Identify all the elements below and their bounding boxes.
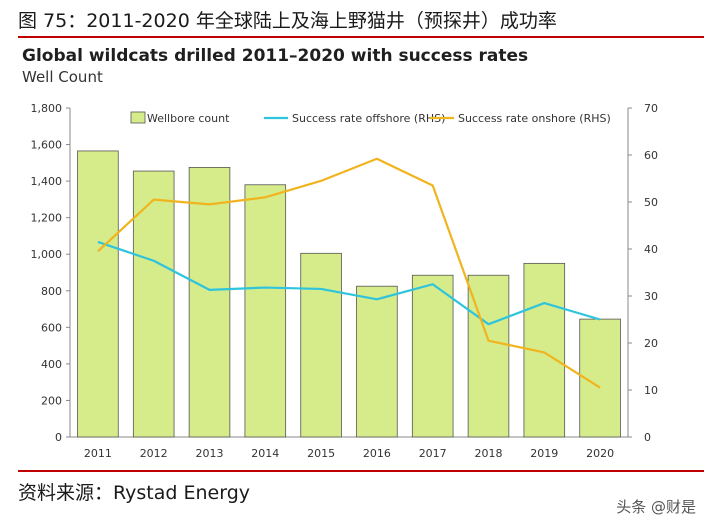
x-tick-label: 2015 (307, 447, 335, 460)
x-tick-label: 2017 (419, 447, 447, 460)
x-tick-label: 2012 (140, 447, 168, 460)
x-tick-label: 2016 (363, 447, 391, 460)
x-tick-label: 2011 (84, 447, 112, 460)
y-tick-label-left: 0 (55, 431, 62, 444)
y-tick-label-left: 200 (41, 394, 62, 407)
y-tick-label-right: 60 (644, 149, 658, 162)
bottom-rule (18, 470, 704, 472)
y-tick-label-left: 1,000 (31, 248, 63, 261)
y-tick-label-left: 1,800 (31, 102, 63, 115)
bar (132, 170, 175, 438)
y-tick-label-left: 800 (41, 285, 62, 298)
y-tick-label-left: 1,400 (31, 175, 63, 188)
x-tick-label: 2018 (475, 447, 503, 460)
y-tick-label-left: 600 (41, 321, 62, 334)
top-rule (18, 36, 704, 38)
bar (356, 285, 398, 438)
figure-title: 图 75：2011-2020 年全球陆上及海上野猫井（预探井）成功率 (18, 10, 557, 32)
legend-label: Success rate offshore (RHS) (292, 112, 445, 125)
chart-subtitle: Well Count (22, 68, 103, 86)
y-tick-label-left: 400 (41, 358, 62, 371)
watermark: 头条 @财是 (616, 498, 696, 516)
legend-swatch-bar (130, 111, 146, 124)
y-tick-label-right: 0 (644, 431, 651, 444)
y-tick-label-right: 10 (644, 384, 658, 397)
x-tick-label: 2013 (196, 447, 224, 460)
onshore-line (97, 157, 601, 389)
bar (244, 184, 287, 438)
x-tick-label: 2014 (251, 447, 279, 460)
bar (77, 150, 119, 438)
bar (300, 252, 342, 438)
x-tick-label: 2019 (530, 447, 558, 460)
y-tick-label-right: 70 (644, 102, 658, 115)
y-tick-label-left: 1,200 (31, 212, 63, 225)
y-tick-label-right: 30 (644, 290, 658, 303)
y-tick-label-right: 50 (644, 196, 658, 209)
bar (188, 167, 231, 438)
legend-label: Success rate onshore (RHS) (458, 112, 611, 125)
source-note: 资料来源：Rystad Energy (18, 482, 251, 504)
x-tick-label: 2020 (586, 447, 614, 460)
chart-title: Global wildcats drilled 2011–2020 with s… (22, 46, 529, 66)
legend-label: Wellbore count (147, 112, 230, 125)
y-tick-label-left: 1,600 (31, 139, 63, 152)
offshore-line (97, 240, 601, 326)
bar (411, 274, 454, 438)
y-tick-label-right: 40 (644, 243, 658, 256)
y-tick-label-right: 20 (644, 337, 658, 350)
chart: 0 200 400 600 800 1,000 1,200 1,400 1,600 1,800 0 1… (31, 102, 659, 460)
